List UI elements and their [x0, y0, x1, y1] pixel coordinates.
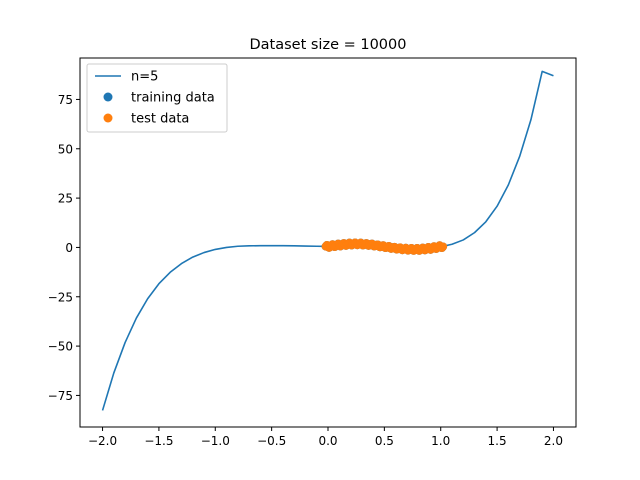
- x-tick-label: 1.0: [431, 434, 450, 448]
- x-tick-label: 0.0: [318, 434, 337, 448]
- x-tick-label: 1.5: [488, 434, 507, 448]
- legend-point-marker: [103, 113, 113, 123]
- y-axis: −75 −50 −25 0 25 50 75: [48, 93, 80, 403]
- y-tick-label: 50: [58, 142, 73, 156]
- x-tick-label: 0.5: [375, 434, 394, 448]
- y-tick-label: 0: [65, 241, 73, 255]
- x-tick-label: −2.0: [88, 434, 117, 448]
- scatter-point: [438, 242, 448, 251]
- plot-area: [101, 70, 554, 411]
- x-tick-label: −1.5: [144, 434, 173, 448]
- legend-label: test data: [131, 112, 189, 127]
- x-tick-label: −0.5: [257, 434, 286, 448]
- y-tick-label: 75: [58, 93, 73, 107]
- y-tick-label: −25: [48, 290, 73, 304]
- legend: n=5 training data test data: [86, 63, 228, 133]
- legend-box: [86, 63, 228, 133]
- x-axis: −2.0 −1.5 −1.0 −0.5 0.0 0.5 1.0 1.5 2.0: [88, 427, 563, 448]
- x-tick-label: 2.0: [544, 434, 563, 448]
- scatter-test-data: [321, 238, 448, 255]
- legend-label: training data: [131, 91, 215, 106]
- legend-label: n=5: [131, 70, 158, 85]
- x-tick-label: −1.0: [201, 434, 230, 448]
- chart-title: Dataset size = 10000: [249, 37, 406, 53]
- legend-point-marker: [103, 92, 113, 102]
- y-tick-label: −50: [48, 340, 73, 354]
- y-tick-label: −75: [48, 389, 73, 403]
- y-tick-label: 25: [58, 192, 73, 206]
